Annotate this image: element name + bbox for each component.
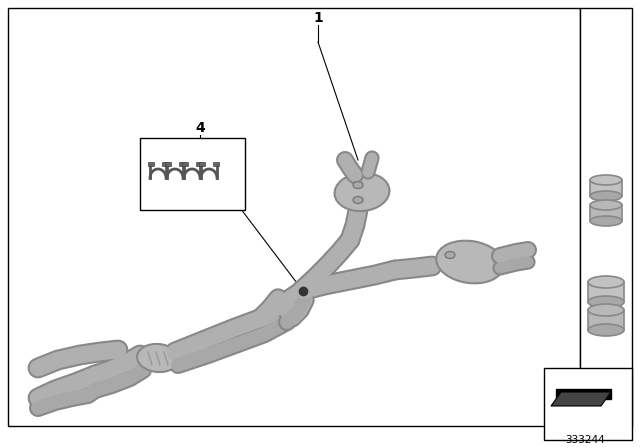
Bar (148, 162, 154, 166)
Bar (165, 162, 171, 166)
Ellipse shape (588, 296, 624, 308)
Ellipse shape (335, 173, 390, 211)
Text: 333244: 333244 (565, 435, 605, 445)
Text: 3: 3 (604, 178, 614, 192)
Bar (590, 180, 622, 196)
Bar (588, 282, 624, 302)
Bar (179, 162, 185, 166)
Ellipse shape (353, 197, 363, 203)
Ellipse shape (588, 304, 624, 316)
Text: 1: 1 (313, 11, 323, 25)
Bar (140, 138, 245, 210)
Bar (199, 162, 205, 166)
Bar (196, 162, 202, 166)
Bar (162, 162, 168, 166)
Bar (213, 162, 219, 166)
Ellipse shape (445, 251, 455, 258)
Bar (182, 162, 188, 166)
Bar (544, 368, 632, 440)
Ellipse shape (436, 241, 504, 283)
Ellipse shape (588, 276, 624, 288)
Bar (556, 389, 611, 399)
Bar (588, 310, 624, 330)
Text: 2: 2 (604, 291, 614, 305)
Text: 4: 4 (195, 121, 205, 135)
Ellipse shape (590, 200, 622, 210)
Ellipse shape (590, 175, 622, 185)
Ellipse shape (590, 216, 622, 226)
Ellipse shape (137, 344, 179, 372)
Ellipse shape (590, 191, 622, 201)
Bar (580, 8, 632, 426)
Bar (8, 8, 580, 426)
Polygon shape (551, 392, 611, 406)
Ellipse shape (588, 324, 624, 336)
Bar (590, 205, 622, 221)
Ellipse shape (353, 181, 363, 189)
